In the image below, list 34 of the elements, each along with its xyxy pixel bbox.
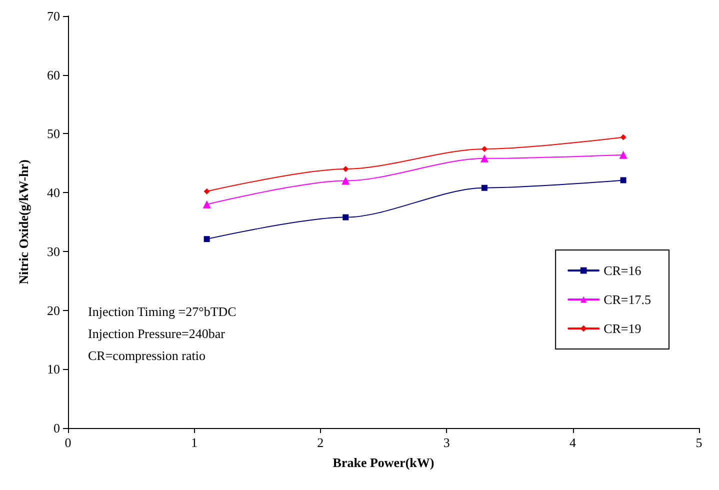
y-tick-label: 0 bbox=[54, 420, 60, 436]
point bbox=[480, 154, 488, 162]
y-tick-label: 70 bbox=[47, 8, 60, 24]
x-axis-title: Brake Power(kW) bbox=[332, 455, 434, 470]
point bbox=[342, 214, 349, 220]
point bbox=[620, 134, 626, 140]
point bbox=[619, 150, 628, 159]
point bbox=[481, 146, 488, 152]
y-tick-label: 20 bbox=[47, 302, 60, 318]
y-tick-label: 40 bbox=[47, 185, 60, 200]
legend-label: CR=16 bbox=[604, 263, 642, 278]
point bbox=[481, 184, 488, 191]
annotation: CR=compression ratio bbox=[88, 348, 206, 363]
legend-label: CR=19 bbox=[604, 321, 642, 336]
y-tick-label: 50 bbox=[47, 126, 60, 142]
y-tick-label: 10 bbox=[47, 362, 60, 377]
legend-label: CR=17.5 bbox=[604, 292, 652, 307]
point bbox=[204, 236, 210, 242]
annotation: Injection Pressure=240bar bbox=[88, 326, 226, 341]
point bbox=[342, 176, 350, 185]
point bbox=[202, 200, 211, 208]
point bbox=[620, 177, 626, 184]
x-tick-label: 1 bbox=[190, 435, 198, 450]
point bbox=[204, 188, 210, 194]
x-tick-label: 5 bbox=[696, 435, 702, 450]
point bbox=[342, 166, 349, 172]
x-tick-label: 3 bbox=[443, 435, 450, 450]
y-axis-title: Nitric Oxide(g/kW-hr) bbox=[16, 160, 31, 284]
y-tick-label: 30 bbox=[47, 244, 60, 259]
y-tick-label: 60 bbox=[47, 67, 60, 82]
x-tick-label: 4 bbox=[570, 435, 577, 450]
annotation: Injection Timing =27°bTDC bbox=[88, 304, 236, 319]
x-tick-label: 0 bbox=[64, 435, 72, 450]
x-tick-label: 2 bbox=[317, 435, 324, 450]
